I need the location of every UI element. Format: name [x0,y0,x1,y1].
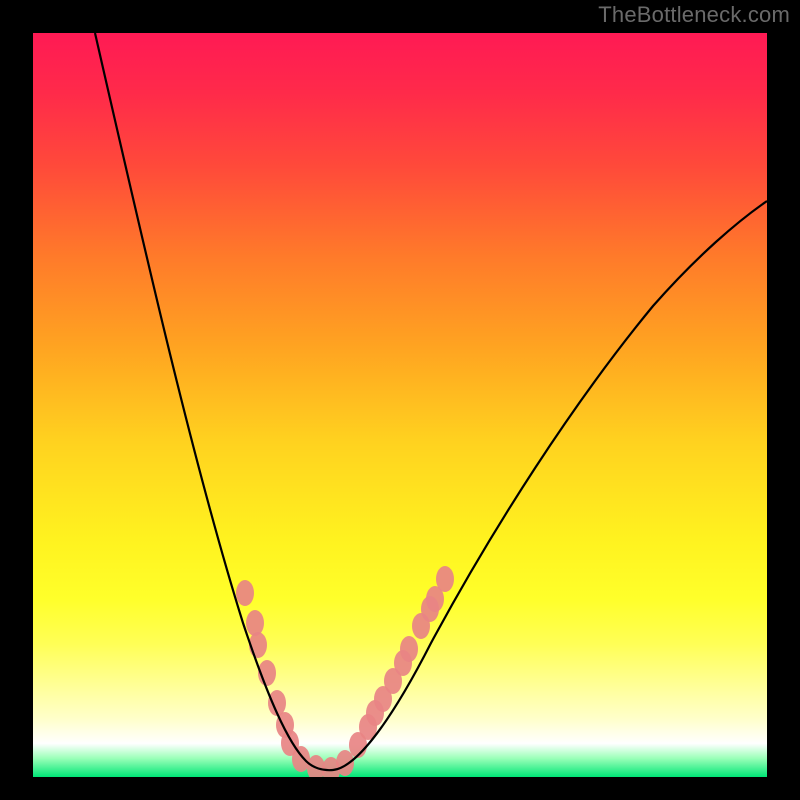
curve-marker [400,636,418,662]
curve-marker [336,750,354,776]
curve-marker [436,566,454,592]
curve-marker [249,632,267,658]
canvas-root: TheBottleneck.com [0,0,800,800]
bottleneck-curve [95,33,767,770]
curve-marker [246,610,264,636]
marker-group [236,566,454,777]
curve-marker [236,580,254,606]
plot-area [33,33,767,777]
chart-overlay [33,33,767,777]
watermark-text: TheBottleneck.com [598,2,790,28]
